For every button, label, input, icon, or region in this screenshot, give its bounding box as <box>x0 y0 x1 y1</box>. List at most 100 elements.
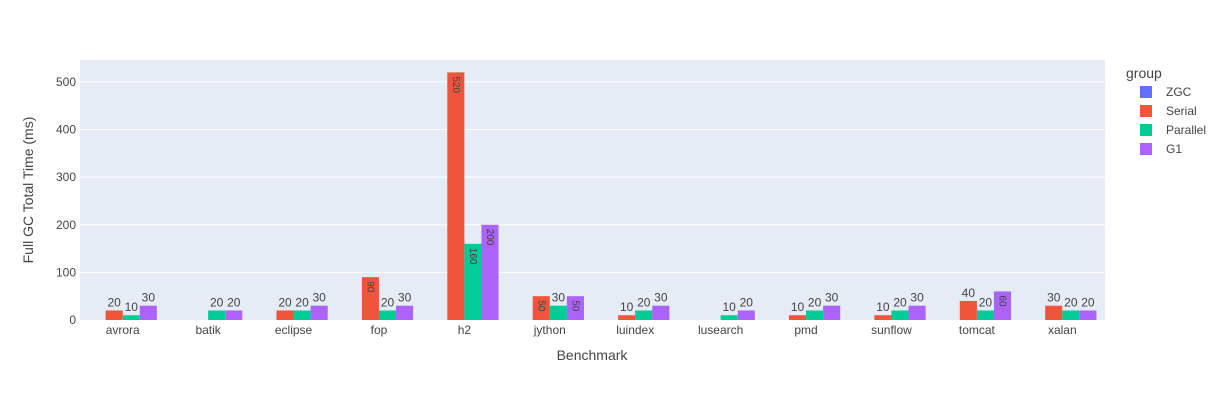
data-label: 20 <box>1064 295 1078 309</box>
x-tick-label: pmd <box>794 323 817 337</box>
x-tick-label: sunflow <box>871 323 912 337</box>
data-label: 40 <box>962 286 976 300</box>
bar-serial-h2 <box>447 72 465 320</box>
data-label: 20 <box>107 295 121 309</box>
data-label: 20 <box>1081 295 1095 309</box>
data-label: 20 <box>227 295 241 309</box>
bar-parallel-avrora <box>122 315 140 320</box>
gridlines <box>80 81 1105 273</box>
data-label: 10 <box>620 300 634 314</box>
data-label: 20 <box>637 295 651 309</box>
data-label: 20 <box>893 295 907 309</box>
data-label: 30 <box>910 291 924 305</box>
data-label: 10 <box>876 300 890 314</box>
x-tick-label: tomcat <box>959 323 996 337</box>
data-label: 30 <box>142 291 156 305</box>
x-tick-label: luindex <box>616 323 654 337</box>
bar-parallel-sunflow <box>891 310 909 320</box>
legend-label-parallel[interactable]: Parallel <box>1166 123 1206 137</box>
y-tick-label: 100 <box>56 265 76 279</box>
bar-g1-avrora <box>139 305 157 320</box>
data-label: 60 <box>997 295 1008 307</box>
x-axis-title: Benchmark <box>557 347 629 363</box>
x-tick-label: jython <box>533 323 566 337</box>
y-tick-label: 400 <box>56 123 76 137</box>
bar-g1-xalan <box>1079 310 1097 320</box>
legend-swatch-zgc[interactable] <box>1140 86 1152 98</box>
data-label: 20 <box>210 295 224 309</box>
bar-serial-pmd <box>788 315 807 320</box>
data-label: 520 <box>450 76 461 93</box>
data-label: 30 <box>312 291 326 305</box>
bar-parallel-xalan <box>1062 310 1080 320</box>
bar-serial-luindex <box>618 315 636 320</box>
legend-swatch-parallel[interactable] <box>1140 124 1152 136</box>
y-tick-label: 200 <box>56 218 76 232</box>
bar-g1-eclipse <box>310 305 328 320</box>
data-label: 30 <box>825 291 839 305</box>
data-label: 160 <box>467 248 478 265</box>
legend-label-g1[interactable]: G1 <box>1166 142 1182 156</box>
data-label: 30 <box>654 291 668 305</box>
bar-g1-tomcat <box>993 291 1012 320</box>
data-label: 10 <box>722 300 736 314</box>
data-label: 50 <box>535 300 546 312</box>
legend-label-serial[interactable]: Serial <box>1166 104 1197 118</box>
legend-title: group <box>1126 65 1162 81</box>
bar-g1-lusearch <box>737 310 755 320</box>
bar-serial-eclipse <box>276 310 294 320</box>
legend-label-zgc[interactable]: ZGC <box>1166 85 1192 99</box>
bar-g1-batik <box>225 310 243 320</box>
data-label: 30 <box>398 291 412 305</box>
y-tick-labels: 0 100 200 300 400 500 <box>56 75 76 327</box>
data-label: 200 <box>484 229 495 246</box>
legend-swatch-g1[interactable] <box>1140 143 1152 155</box>
x-tick-label: lusearch <box>698 323 743 337</box>
bar-g1-jython <box>566 296 584 320</box>
bar-parallel-batik <box>208 310 226 320</box>
bar-serial-fop <box>361 277 379 320</box>
data-label: 50 <box>569 300 580 312</box>
bar-parallel-h2 <box>464 243 482 320</box>
data-label: 10 <box>125 300 139 314</box>
data-label: 20 <box>381 295 395 309</box>
bar-g1-h2 <box>481 224 499 320</box>
x-tick-label: batik <box>195 323 221 337</box>
x-tick-label: xalan <box>1048 323 1077 337</box>
data-label: 20 <box>979 295 993 309</box>
bar-g1-luindex <box>652 305 670 320</box>
data-label: 30 <box>1047 291 1061 305</box>
bar-parallel-jython <box>549 305 567 320</box>
data-label: 90 <box>364 281 375 293</box>
data-label: 20 <box>808 295 822 309</box>
bar-serial-avrora <box>105 310 123 320</box>
x-tick-labels: avrora batik eclipse fop h2 jython luindex luse… <box>106 323 1077 337</box>
bar-parallel-lusearch <box>720 315 738 320</box>
y-tick-label: 300 <box>56 170 76 184</box>
legend-swatch-serial[interactable] <box>1140 105 1152 117</box>
bar-parallel-pmd <box>806 310 824 320</box>
bar-parallel-eclipse <box>293 310 311 320</box>
x-tick-label: fop <box>371 323 388 337</box>
data-label: 20 <box>740 295 754 309</box>
x-tick-label: eclipse <box>275 323 313 337</box>
bar-parallel-fop <box>378 310 397 320</box>
data-label: 20 <box>278 295 292 309</box>
bar-g1-sunflow <box>908 305 926 320</box>
bar-g1-pmd <box>823 305 841 320</box>
bar-serial-tomcat <box>959 300 977 320</box>
bar-g1-fop <box>396 305 414 320</box>
bar-serial-xalan <box>1045 305 1063 320</box>
legend-items: ZGC Serial Parallel G1 <box>1140 85 1206 156</box>
x-tick-label: avrora <box>106 323 140 337</box>
bar-parallel-tomcat <box>976 310 994 320</box>
legend: group ZGC Serial Parallel G1 <box>1126 65 1206 156</box>
plot-background <box>80 60 1105 320</box>
bars <box>105 72 1097 320</box>
data-label: 30 <box>552 291 566 305</box>
bar-serial-sunflow <box>874 315 892 320</box>
data-label: 20 <box>295 295 309 309</box>
y-tick-label: 0 <box>69 313 76 327</box>
